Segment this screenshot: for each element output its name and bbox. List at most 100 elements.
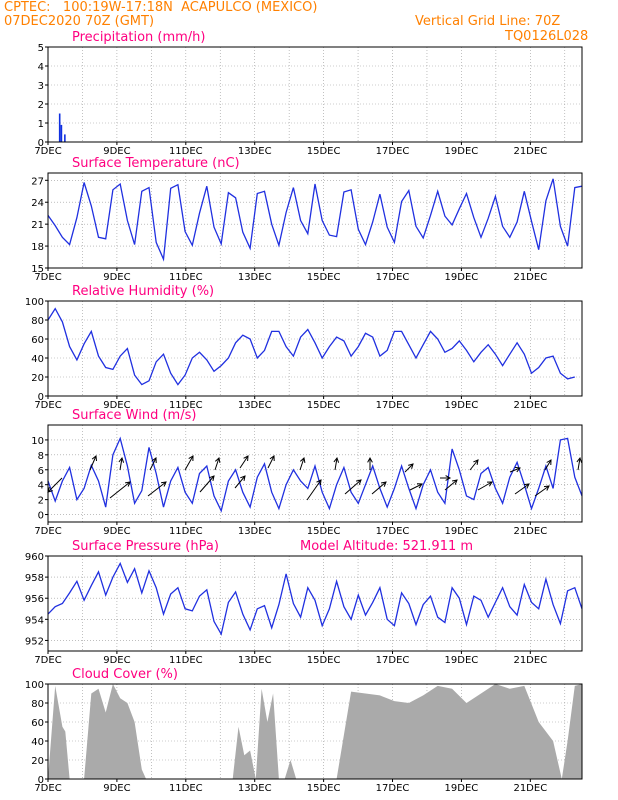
x-tick-label: 9DEC [103,272,130,283]
y-tick-label: 40 [31,737,44,748]
wind-arrow-shaft [267,455,275,469]
x-tick-label: 7DEC [34,526,61,537]
panel-frame [47,683,583,780]
y-tick-label: 18 [31,242,44,253]
wind-arrow-head [381,481,387,487]
wind-arrow-head [316,479,322,486]
x-tick-label: 11DEC [169,272,203,283]
x-tick-label: 15DEC [307,783,341,794]
x-tick-label: 7DEC [34,400,61,411]
wind-arrow-shaft [509,467,521,473]
panel-annotation: Model Altitude: 521.911 m [300,539,473,554]
x-tick-label: 17DEC [376,272,410,283]
wind-arrow-shaft [444,479,458,491]
y-tick-label: 958 [25,573,44,584]
panel-title: Precipitation (mm/h) [72,30,205,45]
panel-frame [47,424,583,523]
x-tick-label: 19DEC [445,526,479,537]
x-tick-label: 9DEC [103,146,130,157]
wind-arrow-head [151,457,157,464]
wind-arrow-head [125,481,131,487]
series-line [47,561,583,636]
x-tick-label: 9DEC [103,526,130,537]
panel-title: Relative Humidity (%) [72,284,214,299]
series-line [47,307,575,386]
x-tick-label: 13DEC [238,526,272,537]
wind-arrow-head [240,475,246,481]
y-tick-label: 80 [31,699,44,710]
x-tick-label: 17DEC [376,655,410,666]
y-tick-label: 2 [38,496,44,507]
wind-arrow-shaft [404,463,414,473]
precip-bar [64,134,66,142]
wind-arrow-shaft [109,481,131,499]
x-tick-label: 9DEC [103,783,130,794]
x-tick-label: 11DEC [169,400,203,411]
wind-arrow-shaft [89,455,97,471]
wind-arrow-shaft [147,481,167,497]
panel-frame [47,555,583,652]
wind-arrow-head [543,485,550,491]
y-tick-label: 40 [31,354,44,365]
x-tick-label: 19DEC [445,400,479,411]
y-tick-label: 0 [38,511,44,522]
x-tick-label: 13DEC [238,655,272,666]
x-tick-label: 21DEC [513,783,547,794]
wind-arrow-head [188,455,194,462]
wind-arrow-shaft [299,457,305,471]
wind-arrow-head [473,459,479,465]
wind-arrow-head [299,457,306,463]
y-tick-label: 60 [31,718,44,729]
wind-arrow-shaft [534,485,550,497]
model-code: TQ0126L028 [505,29,589,44]
y-tick-label: 1 [38,119,44,130]
x-tick-label: 15DEC [307,526,341,537]
x-tick-label: 17DEC [376,526,410,537]
x-tick-label: 17DEC [376,783,410,794]
y-tick-label: 10 [31,436,44,447]
y-tick-label: 952 [25,636,44,647]
wind-arrow-shaft [239,455,249,469]
x-tick-label: 19DEC [445,783,479,794]
x-tick-label: 7DEC [34,272,61,283]
y-tick-label: 4 [38,62,44,73]
wind-arrow-shaft [47,477,63,493]
x-tick-label: 7DEC [34,655,61,666]
x-tick-label: 11DEC [169,783,203,794]
wind-arrow-head [523,483,530,489]
x-tick-label: 21DEC [513,272,547,283]
wind-arrow-head [514,466,521,473]
y-tick-label: 24 [31,198,44,209]
panel-title: Surface Temperature (nC) [72,156,240,171]
x-tick-label: 9DEC [103,400,130,411]
y-tick-label: 960 [25,552,44,563]
x-tick-label: 17DEC [376,146,410,157]
y-tick-label: 20 [31,373,44,384]
y-tick-label: 954 [25,615,44,626]
panel-title: Cloud Cover (%) [72,667,178,682]
x-tick-label: 21DEC [513,400,547,411]
x-tick-label: 21DEC [513,655,547,666]
y-tick-label: 2 [38,100,44,111]
wind-arrow-shaft [306,479,322,501]
y-tick-label: 15 [31,264,44,275]
x-tick-label: 15DEC [307,272,341,283]
run-date: 07DEC2020 70Z (GMT) [4,14,155,29]
y-tick-label: 8 [38,451,44,462]
series-line [47,436,583,513]
wind-arrow-head [118,456,125,463]
y-tick-label: 21 [31,220,44,231]
wind-arrow-shaft [199,475,215,493]
x-tick-label: 7DEC [34,783,61,794]
y-tick-label: 3 [38,81,44,92]
wind-arrow-shaft [334,457,338,471]
y-tick-label: 0 [38,392,44,403]
wind-arrow-head [161,481,167,487]
wind-arrow-shaft [184,455,194,471]
series-line [47,178,583,262]
wind-arrow-head [269,455,275,462]
panel-frame [47,172,583,269]
x-tick-label: 11DEC [169,526,203,537]
x-tick-label: 15DEC [307,146,341,157]
wind-arrow-shaft [344,479,362,495]
